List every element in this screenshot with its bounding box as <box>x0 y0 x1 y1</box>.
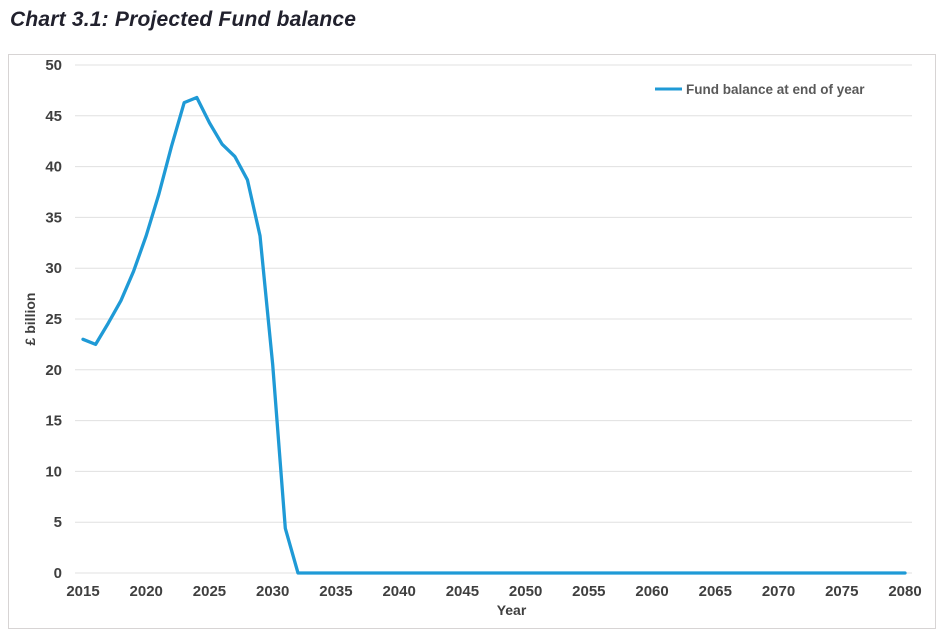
chart-container: 0 5 10 15 20 25 30 35 40 45 50 2015 2020 2025 2030 2035… <box>8 54 936 629</box>
x-axis-tick-label: 2055 <box>572 583 605 600</box>
x-axis-tick-label: 2075 <box>825 583 858 600</box>
y-axis-tick-label: 0 <box>54 565 62 582</box>
x-axis-tick-label: 2035 <box>319 583 352 600</box>
y-axis-tick-label: 20 <box>45 362 62 379</box>
x-axis-tick-label: 2025 <box>193 583 226 600</box>
y-axis-tick-label: 10 <box>45 463 62 480</box>
x-axis-tick-label: 2065 <box>699 583 732 600</box>
x-axis-title: Year <box>497 602 527 618</box>
y-axis-tick-label: 40 <box>45 159 62 176</box>
y-axis-tick-label: 45 <box>45 108 62 125</box>
y-axis-tick-label: 15 <box>45 413 62 430</box>
y-axis-tick-label: 30 <box>45 260 62 277</box>
y-axis-title: £ billion <box>22 293 38 346</box>
page-title: Chart 3.1: Projected Fund balance <box>10 8 357 31</box>
x-axis-tick-label: 2080 <box>888 583 921 600</box>
x-axis-tick-label: 2015 <box>66 583 99 600</box>
y-axis-tick-label: 25 <box>45 311 62 328</box>
x-axis-tick-label: 2070 <box>762 583 795 600</box>
x-axis-tick-label: 2045 <box>446 583 479 600</box>
x-axis-tick-label: 2060 <box>635 583 668 600</box>
y-axis-tick-label: 35 <box>45 209 62 226</box>
x-axis-tick-label: 2040 <box>382 583 415 600</box>
fund-balance-line <box>81 95 907 575</box>
y-axis-tick-label: 50 <box>45 57 62 74</box>
x-axis-tick-label: 2020 <box>130 583 163 600</box>
x-axis-tick-label: 2050 <box>509 583 542 600</box>
legend-label: Fund balance at end of year <box>686 82 865 97</box>
y-axis-tick-label: 5 <box>54 514 62 531</box>
x-axis-tick-label: 2030 <box>256 583 289 600</box>
